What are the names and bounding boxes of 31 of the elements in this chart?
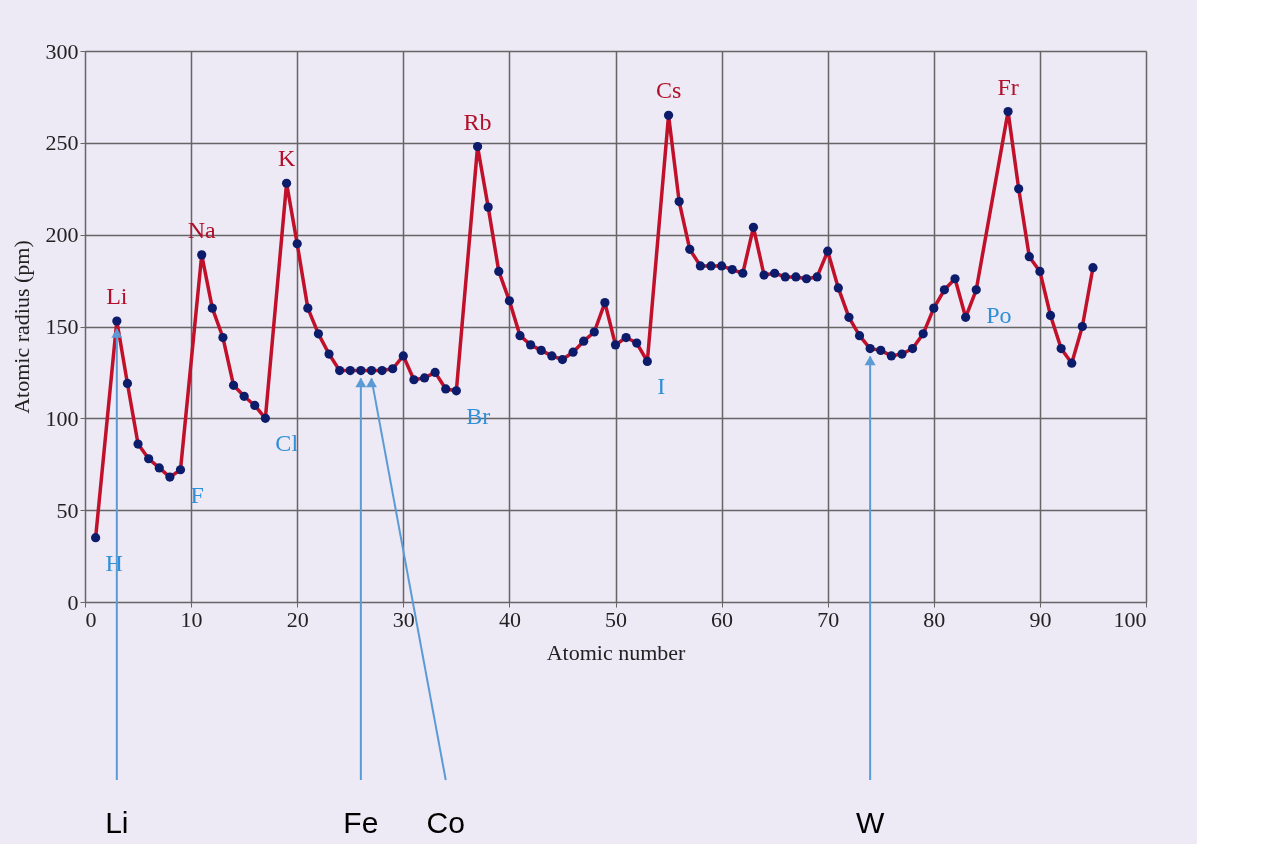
y-tick-label: 100 [45,405,79,431]
annotation: Co [426,806,465,839]
annotation: W [855,806,885,839]
x-tick-label: 20 [286,606,309,632]
x-tick-label: 10 [180,606,203,632]
x-tick-label: 60 [711,606,734,632]
data-label: I [657,373,666,400]
annotation: Li [105,806,129,839]
x-tick-label: 40 [498,606,521,632]
y-tick-label: 0 [67,589,79,615]
y-tick-label: 250 [45,130,79,156]
x-tick-label: 0 [85,606,97,632]
data-label: Po [986,301,1012,328]
data-label: Cs [655,77,682,104]
x-tick-label: 70 [817,606,840,632]
y-tick-label: 50 [56,497,79,523]
data-label: Fr [997,73,1019,100]
annotation: Fe [343,806,379,839]
x-tick-label: 80 [923,606,946,632]
y-tick-label: 200 [45,222,79,248]
data-label: K [277,145,296,172]
data-label: Rb [463,108,492,135]
x-tick-label: 90 [1029,606,1052,632]
x-tick-label: 50 [605,606,627,632]
x-tick-label: 100 [1113,606,1147,632]
data-label: Li [106,282,128,309]
x-tick-label: 30 [392,606,415,632]
y-tick-label: 300 [45,38,79,64]
y-tick-label: 150 [45,314,79,339]
y-axis-title: Atomic radius (pm) [8,240,34,414]
x-axis-title: Atomic number [546,639,687,665]
